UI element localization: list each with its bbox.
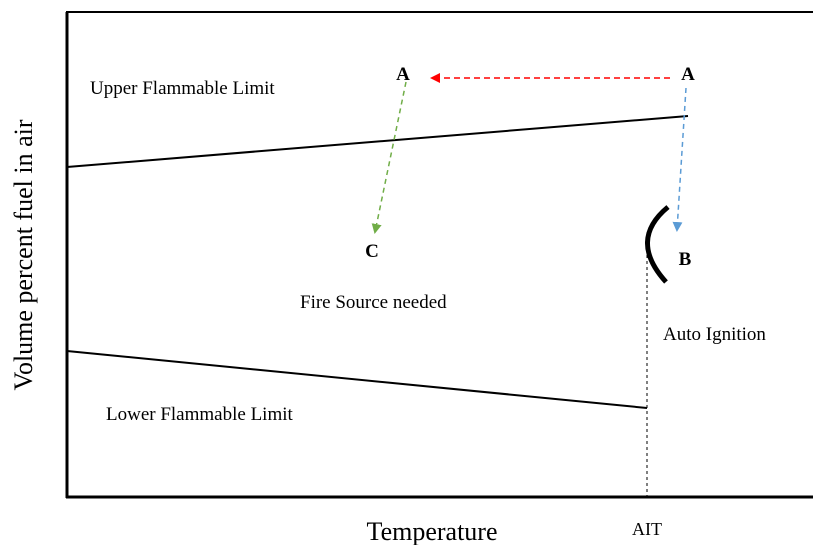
ait-label: AIT (632, 519, 662, 539)
blue-arrow (672, 87, 687, 232)
point-a-right: A (681, 64, 695, 85)
lower-flammable-limit-label: Lower Flammable Limit (106, 404, 294, 425)
green-arrow (371, 81, 407, 234)
fire-source-label: Fire Source needed (300, 292, 447, 313)
point-c: C (365, 241, 379, 262)
point-a-left: A (396, 64, 410, 85)
x-axis-label: Temperature (367, 517, 498, 545)
upper-flammable-limit-label: Upper Flammable Limit (90, 78, 275, 99)
lower-flammable-limit-line (66, 350, 648, 409)
point-b: B (679, 249, 692, 270)
auto-ignition-label: Auto Ignition (663, 324, 766, 345)
auto-ignition-arc (645, 205, 670, 284)
upper-flammable-limit-line (66, 115, 689, 168)
y-axis-label: Volume percent fuel in air (9, 119, 38, 390)
